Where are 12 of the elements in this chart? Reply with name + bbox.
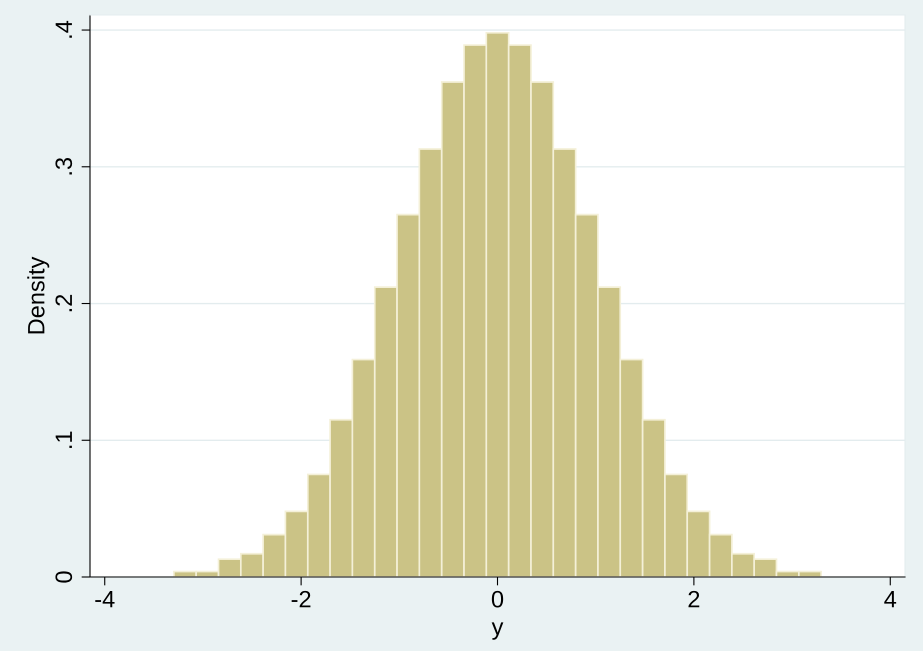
x-tick-label: -2 [292, 590, 310, 608]
x-axis-title: y [492, 622, 504, 640]
x-tick-label: 0 [492, 590, 504, 608]
x-tick-label: -4 [95, 591, 115, 608]
y-axis-title: Density [27, 256, 50, 334]
x-tick-label: 4 [884, 591, 896, 608]
y-tick-label: .1 [56, 432, 72, 448]
y-tick-label: .2 [55, 294, 72, 312]
x-tick-label: 2 [688, 590, 700, 608]
y-tick-label: .4 [56, 20, 72, 38]
y-tick-label: .3 [55, 158, 72, 174]
y-tick-label: 0 [55, 571, 72, 583]
